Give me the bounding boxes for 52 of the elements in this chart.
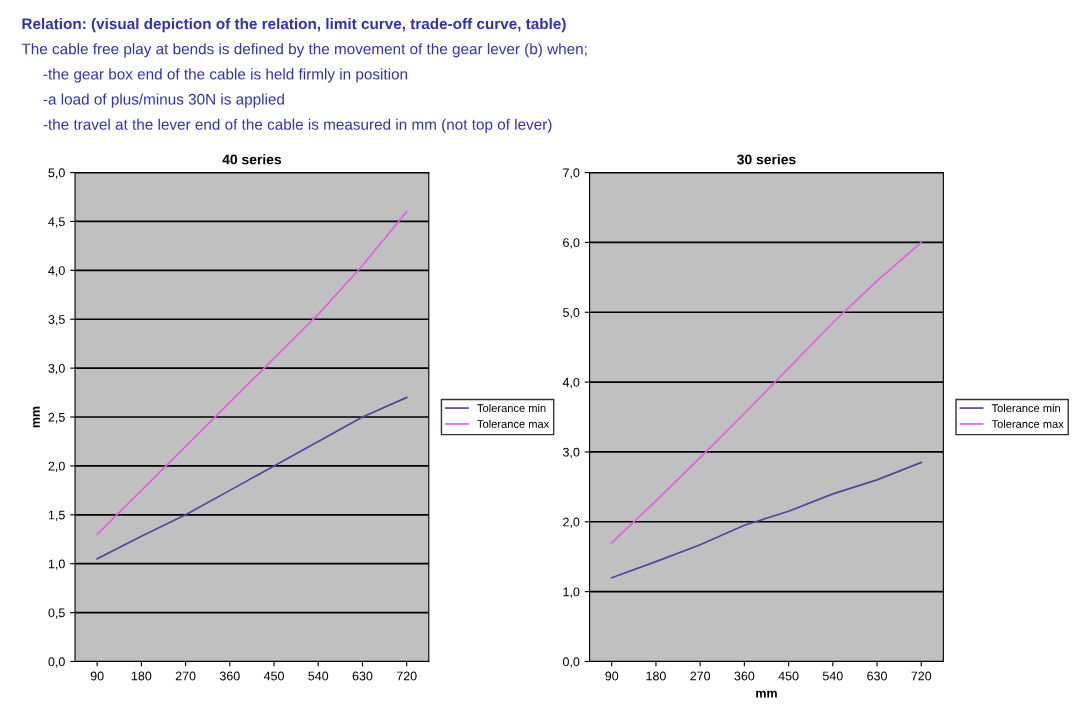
y-tick-label: 2,0 — [48, 461, 65, 473]
x-tick-label: 450 — [263, 671, 284, 681]
y-tick-label: 4,0 — [48, 266, 65, 277]
x-tick-label: 360 — [219, 671, 240, 681]
chart-title: 30 series — [737, 154, 796, 165]
x-tick-label: 540 — [308, 671, 329, 681]
x-tick-label: 360 — [734, 671, 755, 681]
y-tick-label: 2,5 — [48, 412, 65, 424]
y-axis-title: mm — [33, 406, 40, 428]
legend-label: Tolerance max — [991, 419, 1064, 428]
y-tick-label: 0,0 — [48, 657, 65, 668]
legend-label: Tolerance min — [991, 403, 1060, 413]
y-tick-label: 7,0 — [563, 168, 580, 179]
line-series — [96, 396, 408, 560]
y-tick-label: 3,0 — [562, 447, 580, 459]
y-tick-label: 2,0 — [563, 517, 580, 528]
text: -the travel at the lever end of the cable is measured in mm (not top of lever) — [43, 118, 552, 133]
y-tick-label: 1,0 — [48, 559, 65, 570]
chart-title: 40 series — [222, 154, 282, 165]
text: -a load of plus/minus 30N is applied — [43, 93, 284, 108]
y-tick-label: 0,0 — [562, 657, 580, 668]
x-tick-label: 180 — [131, 671, 152, 681]
y-tick-label: 0,5 — [48, 608, 65, 619]
y-tick-label: 4,5 — [48, 217, 65, 228]
x-tick-label: 720 — [396, 671, 417, 681]
text: The cable free play at bends is defined by the movement of the gear lever (b) when; — [21, 43, 587, 58]
x-tick-label: 90 — [90, 671, 104, 681]
x-tick-label: 180 — [646, 671, 666, 681]
y-tick-label: 1,0 — [563, 587, 580, 598]
text: -the gear box end of the cable is held firmly in position — [43, 68, 408, 83]
x-tick-label: 90 — [605, 671, 619, 681]
x-tick-label: 270 — [175, 671, 196, 681]
text: Relation: (visual depiction of the relation, limit curve, trade-off curve, table) — [22, 17, 566, 33]
line-series — [610, 241, 923, 544]
y-tick-label: 3,5 — [48, 315, 65, 326]
x-tick-label: 540 — [822, 671, 843, 681]
line-series — [610, 461, 923, 579]
legend-label: Tolerance min — [477, 403, 546, 413]
y-tick-label: 5,0 — [563, 308, 580, 319]
legend-label: Tolerance max — [477, 419, 550, 428]
y-tick-label: 6,0 — [563, 238, 580, 249]
x-tick-label: 630 — [867, 671, 887, 681]
y-tick-label: 4,0 — [562, 377, 580, 389]
line-series — [96, 210, 408, 536]
y-tick-label: 3,0 — [48, 363, 65, 375]
x-axis-title: mm — [756, 690, 777, 698]
y-tick-label: 5,0 — [48, 168, 65, 179]
x-tick-label: 630 — [352, 671, 373, 681]
x-tick-label: 450 — [778, 671, 799, 681]
x-tick-label: 270 — [690, 671, 711, 681]
x-tick-label: 720 — [911, 671, 932, 681]
y-tick-label: 1,5 — [48, 510, 65, 521]
